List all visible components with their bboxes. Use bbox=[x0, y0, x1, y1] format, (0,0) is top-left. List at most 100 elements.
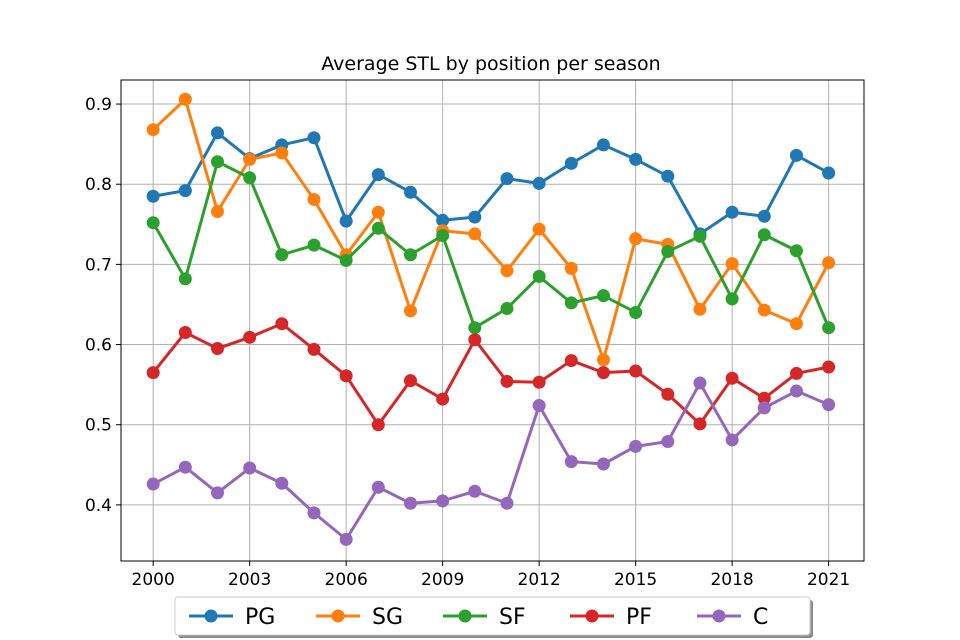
data-point-pf bbox=[371, 418, 385, 432]
data-point-c bbox=[693, 376, 707, 390]
data-point-sg bbox=[307, 192, 321, 206]
data-point-pf bbox=[500, 374, 514, 388]
data-point-c bbox=[436, 494, 450, 508]
data-point-sg bbox=[403, 304, 417, 318]
data-point-pf bbox=[789, 366, 803, 380]
data-point-sf bbox=[500, 301, 514, 315]
data-point-pg bbox=[532, 176, 546, 190]
data-point-pg bbox=[307, 131, 321, 145]
data-point-c bbox=[725, 433, 739, 447]
data-point-pf bbox=[210, 342, 224, 356]
y-tick-label: 0.9 bbox=[85, 95, 112, 115]
data-point-sg bbox=[532, 222, 546, 236]
data-point-sf bbox=[596, 289, 610, 303]
series-group bbox=[146, 92, 836, 546]
data-point-sf bbox=[564, 296, 578, 310]
x-tick-label: 2018 bbox=[710, 570, 753, 590]
data-point-pf bbox=[403, 374, 417, 388]
data-point-sf bbox=[693, 229, 707, 243]
data-point-sf bbox=[371, 221, 385, 235]
legend-entry-pg: PG bbox=[189, 605, 275, 630]
data-point-sg bbox=[500, 264, 514, 278]
data-point-sg bbox=[371, 205, 385, 219]
legend-entry-sg: SG bbox=[316, 605, 403, 630]
legend-label-pf: PF bbox=[626, 605, 652, 630]
y-tick-label: 0.8 bbox=[85, 175, 112, 195]
data-point-sg bbox=[693, 302, 707, 316]
data-point-sf bbox=[307, 238, 321, 252]
data-point-c bbox=[275, 476, 289, 490]
legend-marker-c bbox=[712, 609, 726, 623]
data-point-pf bbox=[243, 330, 257, 344]
data-point-sf bbox=[178, 272, 192, 286]
axes: 2000 2003 2006 2009 2012 2015 2018 2021 0.4 0.5 0.… bbox=[85, 95, 850, 590]
data-point-pf bbox=[661, 387, 675, 401]
data-point-sg bbox=[629, 232, 643, 246]
series-line-c bbox=[152, 381, 830, 541]
data-point-pf bbox=[146, 366, 160, 380]
data-point-sf bbox=[629, 305, 643, 319]
data-point-pf bbox=[757, 391, 771, 405]
data-point-c bbox=[757, 401, 771, 415]
data-point-pf bbox=[564, 354, 578, 368]
data-point-sg bbox=[468, 227, 482, 241]
data-point-pg bbox=[822, 166, 836, 180]
data-point-sf bbox=[339, 253, 353, 267]
data-point-pg bbox=[757, 209, 771, 223]
data-point-sg bbox=[146, 123, 160, 137]
x-tick-label: 2021 bbox=[807, 570, 850, 590]
series-line-pg bbox=[152, 131, 830, 236]
legend-box bbox=[174, 596, 811, 636]
data-point-pf bbox=[725, 371, 739, 385]
legend-entry-c: C bbox=[697, 605, 768, 630]
data-point-c bbox=[339, 532, 353, 546]
data-point-pf bbox=[693, 417, 707, 431]
y-tick-label: 0.4 bbox=[85, 496, 112, 516]
data-point-pf bbox=[436, 392, 450, 406]
data-point-sg bbox=[275, 146, 289, 160]
data-point-sg bbox=[789, 317, 803, 331]
data-point-c bbox=[532, 398, 546, 412]
data-point-pg bbox=[596, 138, 610, 152]
data-point-sf bbox=[243, 171, 257, 185]
y-tick-label: 0.7 bbox=[85, 255, 112, 275]
data-point-pg bbox=[661, 169, 675, 183]
data-point-c bbox=[789, 384, 803, 398]
data-point-pf bbox=[275, 317, 289, 331]
data-point-sg bbox=[822, 256, 836, 270]
data-point-pg bbox=[436, 213, 450, 227]
data-point-sg bbox=[757, 303, 771, 317]
legend-entry-sf: SF bbox=[443, 605, 526, 630]
data-point-pf bbox=[178, 326, 192, 340]
data-point-pf bbox=[596, 366, 610, 380]
legend-label-sf: SF bbox=[499, 605, 526, 630]
data-point-pf bbox=[468, 333, 482, 347]
legend-label-sg: SG bbox=[372, 605, 403, 630]
data-point-pg bbox=[564, 156, 578, 170]
data-point-sg bbox=[725, 257, 739, 271]
data-point-sf bbox=[146, 216, 160, 230]
data-point-c bbox=[210, 486, 224, 500]
data-point-sf bbox=[757, 228, 771, 242]
series-pf bbox=[146, 317, 836, 432]
data-point-pg bbox=[403, 185, 417, 199]
data-point-c bbox=[178, 460, 192, 474]
data-point-c bbox=[403, 496, 417, 510]
legend: PG SG SF PF C bbox=[174, 596, 813, 638]
data-point-sf bbox=[403, 248, 417, 262]
series-line-pf bbox=[151, 322, 829, 427]
data-point-pf bbox=[629, 364, 643, 378]
data-point-c bbox=[822, 398, 836, 412]
legend-label-pg: PG bbox=[245, 605, 275, 630]
data-point-sg bbox=[210, 204, 224, 218]
data-point-c bbox=[468, 484, 482, 498]
data-point-sf bbox=[725, 292, 739, 306]
legend-marker-sf bbox=[458, 609, 472, 623]
data-point-pg bbox=[629, 152, 643, 166]
legend-marker-pg bbox=[204, 609, 218, 623]
legend-label-c: C bbox=[753, 605, 768, 630]
data-point-sf bbox=[789, 244, 803, 258]
data-point-pf bbox=[822, 360, 836, 374]
grid-lines bbox=[121, 80, 864, 561]
